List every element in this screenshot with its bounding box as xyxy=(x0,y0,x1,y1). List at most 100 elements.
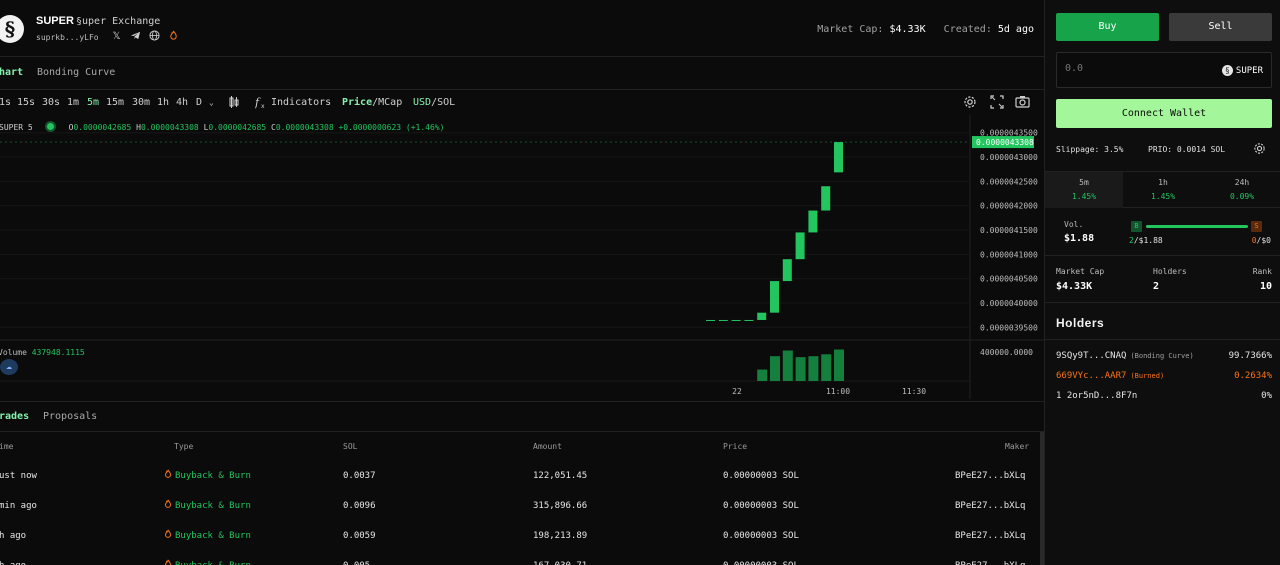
slippage-setting[interactable]: Slippage: 3.5% xyxy=(1056,145,1124,154)
y-tick-label: 0.0000043500 xyxy=(980,129,1038,138)
tab-trades[interactable]: rades xyxy=(0,411,30,422)
vol-value: $1.88 xyxy=(1064,233,1095,244)
fullscreen-icon[interactable] xyxy=(990,95,1004,112)
trade-maker[interactable]: BPeE27...bXLq xyxy=(955,471,1026,481)
chart-tabs: hart Bonding Curve xyxy=(0,57,1044,90)
tab-proposals[interactable]: Proposals xyxy=(43,411,98,422)
buy-volume-stat: 2/$1.88 xyxy=(1129,236,1163,245)
trade-amount: 122,051.45 xyxy=(533,471,588,481)
sol-label: SOL xyxy=(437,97,456,108)
camera-icon[interactable] xyxy=(1015,95,1030,112)
trade-time: h ago xyxy=(0,551,26,565)
trade-row[interactable]: ust now Buyback & Burn 0.0037 122,051.45 0.0… xyxy=(0,461,1040,491)
holder-row[interactable]: 9SQy9T...CNAQ (Bonding Curve) 99.7366% xyxy=(1056,351,1272,371)
toggle-separator: / xyxy=(431,97,438,108)
cloud-icon[interactable]: ☁ xyxy=(0,359,18,375)
holder-address-cell: 9SQy9T...CNAQ (Bonding Curve) xyxy=(1056,351,1194,361)
price-chart[interactable]: 0.0000043500 0.0000043000 0.0000042500 0.00… xyxy=(0,115,1044,400)
fire-icon[interactable] xyxy=(167,30,180,43)
col-maker: Maker xyxy=(1005,442,1030,451)
prio-setting[interactable]: PRIO: 0.0014 SOL xyxy=(1148,145,1226,154)
trade-maker[interactable]: BPeE27...bXLq xyxy=(955,501,1026,511)
close-label: C xyxy=(271,123,276,132)
sell-button[interactable]: Sell xyxy=(1169,13,1272,41)
buy-value: /$1.88 xyxy=(1133,236,1163,245)
tf-stat-24h[interactable]: 24h 0.09% xyxy=(1203,172,1280,208)
timeframe-1m[interactable]: 1m xyxy=(67,97,80,108)
holder-address: 1 2or5nD...8F7n xyxy=(1056,391,1138,401)
x-icon[interactable]: 𝕏 xyxy=(112,31,121,42)
market-stats: Market Cap $4.33K Holders 2 Rank 10 xyxy=(1045,256,1280,303)
volume-bar xyxy=(808,356,819,381)
y-tick-label: 0.0000041000 xyxy=(980,250,1038,259)
trade-amount: 198,213.89 xyxy=(533,531,588,541)
main-area: § SUPER §uper Exchange suprkb...yLFo 𝕏 M… xyxy=(0,15,1044,565)
tf-stat-5m[interactable]: 5m 1.45% xyxy=(1045,172,1123,208)
timeframe-15m[interactable]: 15m xyxy=(106,97,125,108)
candle xyxy=(795,232,805,260)
tf-stat-value: 1.45% xyxy=(1071,192,1097,201)
trade-row[interactable]: h ago Buyback & Burn 0.0059 198,213.89 0.000… xyxy=(0,521,1040,551)
amount-input[interactable] xyxy=(1065,63,1185,74)
connect-wallet-button[interactable]: Connect Wallet xyxy=(1056,99,1272,128)
y-tick-label: 0.0000041500 xyxy=(980,226,1038,235)
tf-stat-value: 1.45% xyxy=(1150,192,1176,201)
timeframe-5m[interactable]: 5m xyxy=(87,97,100,108)
trades-table: ime Type SOL Amount Price Maker ust now B… xyxy=(0,432,1044,565)
timeframe-1h[interactable]: 1h xyxy=(157,97,170,108)
trade-settings-icon[interactable] xyxy=(1253,142,1266,159)
holder-address-cell: 669VYc...AAR7 (Burned) xyxy=(1056,371,1164,381)
tab-chart[interactable]: hart xyxy=(0,67,24,78)
holder-row[interactable]: 669VYc...AAR7 (Burned) 0.2634% xyxy=(1056,371,1272,391)
volume-bar xyxy=(821,354,832,381)
high-value: 0.0000043308 xyxy=(140,123,199,132)
usd-sol-toggle[interactable]: USD/SOL xyxy=(413,97,455,108)
token-coin-icon: § xyxy=(1221,65,1233,76)
trades-scrollbar[interactable] xyxy=(1040,432,1044,565)
price-mcap-toggle[interactable]: Price/MCap xyxy=(342,97,402,108)
buy-count: 2 xyxy=(1129,236,1134,245)
timeframe-30s[interactable]: 30s xyxy=(42,97,61,108)
chevron-down-icon[interactable]: ⌄ xyxy=(209,98,214,107)
volume-bar xyxy=(834,349,844,381)
bottom-tabs: rades Proposals xyxy=(0,401,1044,432)
telegram-icon[interactable] xyxy=(129,30,142,43)
tf-stat-1h[interactable]: 1h 1.45% xyxy=(1124,172,1202,208)
fire-icon xyxy=(164,529,172,538)
change-value: +0.0000000623 (+1.46%) xyxy=(338,123,445,132)
holder-row[interactable]: 1 2or5nD...8F7n 0% xyxy=(1056,391,1272,411)
trade-maker[interactable]: BPeE27...bXLq xyxy=(955,551,1025,565)
settings-icon[interactable] xyxy=(963,95,977,112)
stat-holders-value: 2 xyxy=(1153,281,1160,292)
token-address[interactable]: suprkb...yLFo xyxy=(36,33,99,42)
timeframe-15s[interactable]: 15s xyxy=(17,97,36,108)
stat-market-cap-value: $4.33K xyxy=(1056,281,1093,292)
holder-address: 9SQy9T...CNAQ xyxy=(1056,351,1127,361)
amount-field[interactable]: §SUPER xyxy=(1056,52,1272,88)
globe-icon[interactable] xyxy=(148,30,161,43)
y-tick-label: 0.0000040000 xyxy=(980,299,1038,308)
timeframe-4h[interactable]: 4h xyxy=(176,97,189,108)
indicators-button[interactable]: Indicators xyxy=(271,97,332,108)
timeframe-1s[interactable]: 1s xyxy=(0,97,12,108)
tab-bonding-curve[interactable]: Bonding Curve xyxy=(37,67,116,78)
trade-maker[interactable]: BPeE27...bXLq xyxy=(955,531,1026,541)
timeframe-30m[interactable]: 30m xyxy=(132,97,151,108)
timeframe-d[interactable]: D xyxy=(196,97,203,108)
current-price-tag-bg xyxy=(972,136,1034,149)
buy-ratio-fill xyxy=(1146,225,1248,228)
buy-button[interactable]: Buy xyxy=(1056,13,1159,41)
sell-value: /$0 xyxy=(1256,236,1271,245)
close-value: 0.0000043308 xyxy=(275,123,334,132)
header-stats: Market Cap: $4.33K Created: 5d ago xyxy=(817,24,1034,35)
low-label: L xyxy=(203,123,209,132)
trade-amount: 315,896.66 xyxy=(533,501,588,511)
trade-row[interactable]: h ago Buyback & Burn 0.005 167,030.71 0.0000… xyxy=(0,551,1040,565)
y-tick-label: 0.0000043000 xyxy=(980,153,1038,162)
candle-type-icon[interactable] xyxy=(228,95,240,112)
amount-token[interactable]: § SUPER xyxy=(1221,65,1263,76)
candle xyxy=(757,312,767,320)
trade-row[interactable]: min ago Buyback & Burn 0.0096 315,896.66 0.0… xyxy=(0,491,1040,521)
